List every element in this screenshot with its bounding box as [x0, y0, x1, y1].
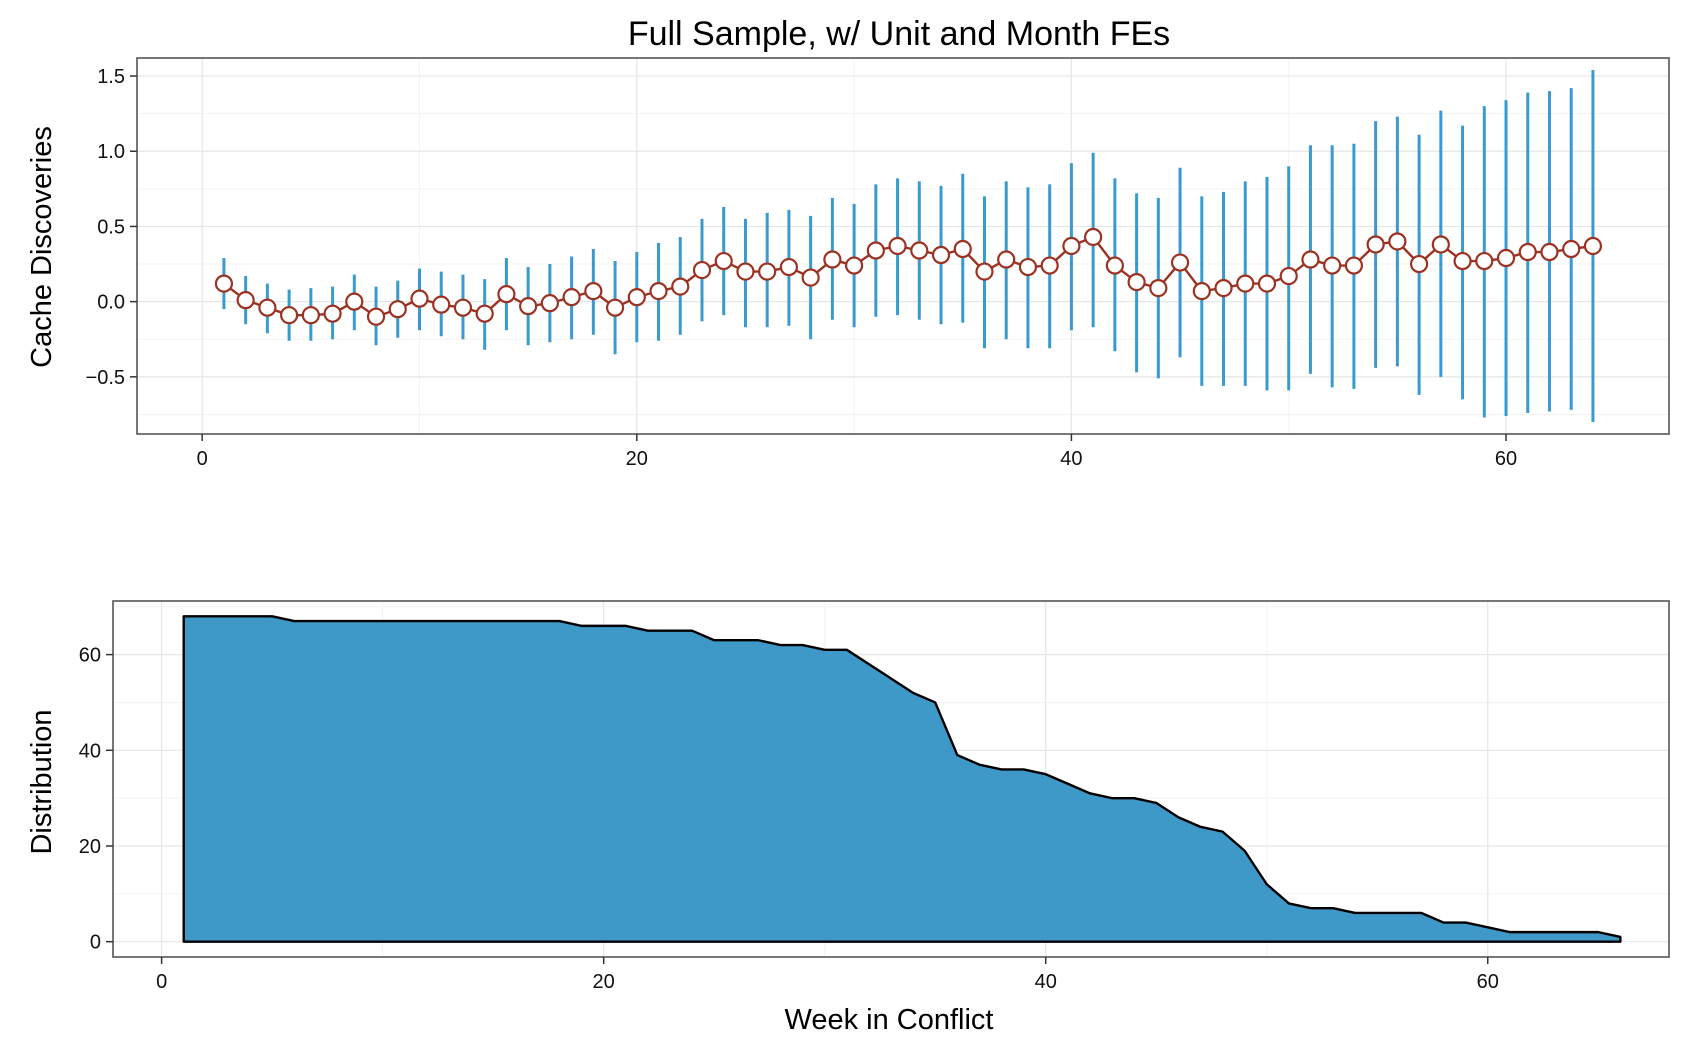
estimate-point: [432, 295, 451, 314]
estimate-point: [584, 282, 603, 301]
estimate-point: [1540, 242, 1559, 262]
top-x-tick-label: 40: [1060, 448, 1082, 470]
estimate-point: [997, 250, 1016, 269]
top-x-tick-label: 0: [197, 448, 208, 470]
panel-distribution: 0 20 40 60 0 20 40 60: [79, 600, 1670, 993]
top-x-tick-label: 60: [1495, 448, 1517, 470]
estimate-point: [931, 245, 951, 265]
top-x-tick-label: 20: [626, 448, 648, 470]
estimate-point: [1127, 272, 1146, 292]
estimate-point: [1018, 257, 1038, 277]
estimate-point: [1062, 236, 1081, 256]
estimate-point: [605, 298, 625, 317]
estimate-point: [475, 304, 494, 323]
distribution-area: [182, 615, 1622, 943]
estimate-point: [888, 236, 907, 256]
estimate-point: [562, 288, 581, 307]
estimate-point: [1084, 227, 1103, 247]
estimate-point: [1583, 236, 1603, 256]
estimate-point: [1496, 248, 1516, 268]
estimate-point: [1431, 235, 1450, 254]
estimate-point: [214, 274, 234, 293]
estimate-point: [671, 277, 690, 296]
estimate-point: [1562, 239, 1581, 259]
estimate-line: [223, 235, 1594, 318]
estimate-point: [1214, 279, 1233, 298]
estimate-point: [1149, 279, 1168, 298]
bottom-y-tick-label: 60: [79, 645, 101, 667]
estimate-point: [823, 250, 842, 269]
estimate-point: [1323, 256, 1342, 275]
estimate-point: [1040, 256, 1059, 275]
top-y-tick-label: 1.0: [97, 141, 125, 163]
estimate-point: [388, 300, 407, 319]
estimate-point: [1192, 282, 1211, 301]
bottom-panel-border: [112, 600, 1670, 958]
estimate-point: [497, 285, 516, 304]
estimate-point: [845, 256, 864, 275]
bottom-x-tick-label: 0: [156, 971, 167, 993]
y-axis-label-cache-discoveries: Cache Discoveries: [26, 126, 58, 368]
estimate-point: [1388, 232, 1407, 251]
estimate-point: [1475, 251, 1494, 271]
estimate-point: [540, 294, 559, 313]
estimate-point: [758, 262, 777, 281]
estimate-point: [736, 262, 755, 281]
estimate-point: [410, 289, 429, 308]
estimate-point: [627, 288, 646, 307]
estimate-point: [1301, 250, 1320, 269]
estimate-point: [1105, 256, 1124, 275]
estimate-point: [801, 268, 820, 287]
top-y-tick-label: −0.5: [86, 367, 125, 389]
estimate-point: [345, 292, 364, 311]
estimate-point: [1170, 253, 1190, 272]
estimate-point: [1366, 235, 1385, 254]
bottom-x-tick-label: 40: [1035, 971, 1057, 993]
estimate-point: [280, 306, 299, 325]
estimate-point: [692, 260, 712, 280]
estimate-point: [1257, 274, 1277, 293]
estimate-point: [910, 241, 929, 260]
estimate-point: [1236, 274, 1255, 293]
estimate-point: [975, 262, 994, 281]
x-axis-label-week: Week in Conflict: [785, 1004, 994, 1036]
chart-title: Full Sample, w/ Unit and Month FEs: [628, 15, 1170, 53]
estimate-point: [258, 298, 277, 317]
estimate-point: [323, 304, 342, 323]
estimate-point: [1518, 242, 1537, 262]
estimate-point: [649, 282, 668, 301]
bottom-y-tick-label: 20: [79, 836, 101, 858]
top-y-tick-label: 0.0: [97, 292, 125, 314]
estimate-point: [1409, 254, 1429, 274]
estimate-point: [236, 291, 255, 310]
top-y-tick-label: 0.5: [97, 216, 125, 238]
estimate-point: [953, 239, 972, 259]
bottom-y-tick-label: 0: [90, 932, 101, 954]
y-axis-label-distribution: Distribution: [26, 709, 58, 854]
estimate-point: [453, 298, 473, 317]
estimate-point: [366, 307, 386, 326]
estimate-point: [866, 241, 885, 260]
estimate-point: [1453, 251, 1472, 271]
panel-cache-discoveries: 0 20 40 60 −0.5 0.0 0.5 1.0 1.5: [86, 57, 1670, 470]
top-y-tick-label: 1.5: [97, 66, 125, 88]
estimate-point: [301, 306, 320, 325]
estimate-point: [714, 251, 733, 271]
bottom-x-tick-label: 60: [1477, 971, 1499, 993]
bottom-x-tick-label: 20: [593, 971, 615, 993]
estimate-point: [519, 297, 538, 316]
bottom-y-tick-label: 40: [79, 740, 101, 762]
top-panel-border: [136, 57, 1670, 435]
estimate-point: [779, 257, 799, 277]
estimate-point: [1279, 266, 1298, 286]
estimate-point: [1344, 256, 1364, 275]
